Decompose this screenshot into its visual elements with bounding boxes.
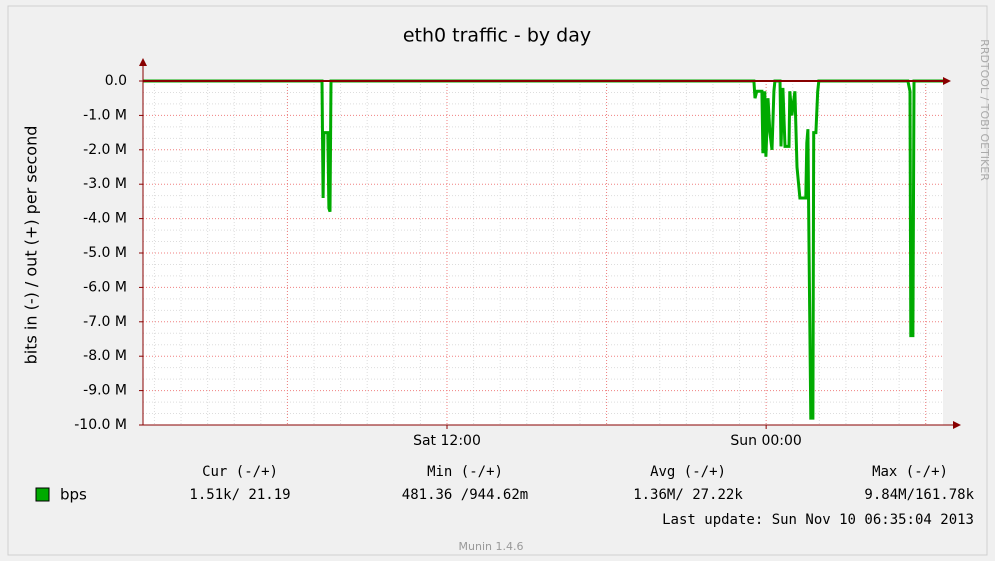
y-tick-label: -8.0 M	[83, 348, 127, 364]
y-tick-label: -3.0 M	[83, 176, 127, 192]
last-update: Last update: Sun Nov 10 06:35:04 2013	[662, 512, 974, 528]
y-tick-label: -4.0 M	[83, 211, 127, 227]
y-tick-label: -6.0 M	[83, 279, 127, 295]
y-tick-label: 0.0	[105, 73, 127, 89]
legend-label: bps	[60, 486, 87, 504]
y-axis-label: bits in (-) / out (+) per second	[22, 126, 41, 365]
legend-header: Min (-/+)	[427, 464, 503, 480]
legend-header: Avg (-/+)	[650, 464, 726, 480]
legend-header: Max (-/+)	[872, 464, 948, 480]
y-tick-label: -1.0 M	[83, 107, 127, 123]
y-tick-label: -9.0 M	[83, 383, 127, 399]
y-tick-label: -7.0 M	[83, 314, 127, 330]
x-arrow	[953, 421, 961, 429]
y-arrow	[139, 58, 147, 66]
y-tick-label: -5.0 M	[83, 245, 127, 261]
y-tick-label: -10.0 M	[74, 417, 127, 433]
chart-title: eth0 traffic - by day	[403, 25, 591, 47]
legend-value: 1.51k/ 21.19	[189, 487, 290, 503]
watermark: RRDTOOL / TOBI OETIKER	[978, 39, 991, 181]
footer: Munin 1.4.6	[459, 540, 524, 553]
x-tick-label: Sat 12:00	[413, 433, 481, 449]
legend-value: 9.84M/161.78k	[864, 487, 974, 503]
legend-header: Cur (-/+)	[202, 464, 278, 480]
legend-swatch	[35, 487, 50, 502]
legend-value: 481.36 /944.62m	[402, 487, 528, 503]
zero-arrow	[943, 77, 951, 85]
y-tick-label: -2.0 M	[83, 142, 127, 158]
x-tick-label: Sun 00:00	[730, 433, 801, 449]
legend-value: 1.36M/ 27.22k	[633, 487, 743, 503]
